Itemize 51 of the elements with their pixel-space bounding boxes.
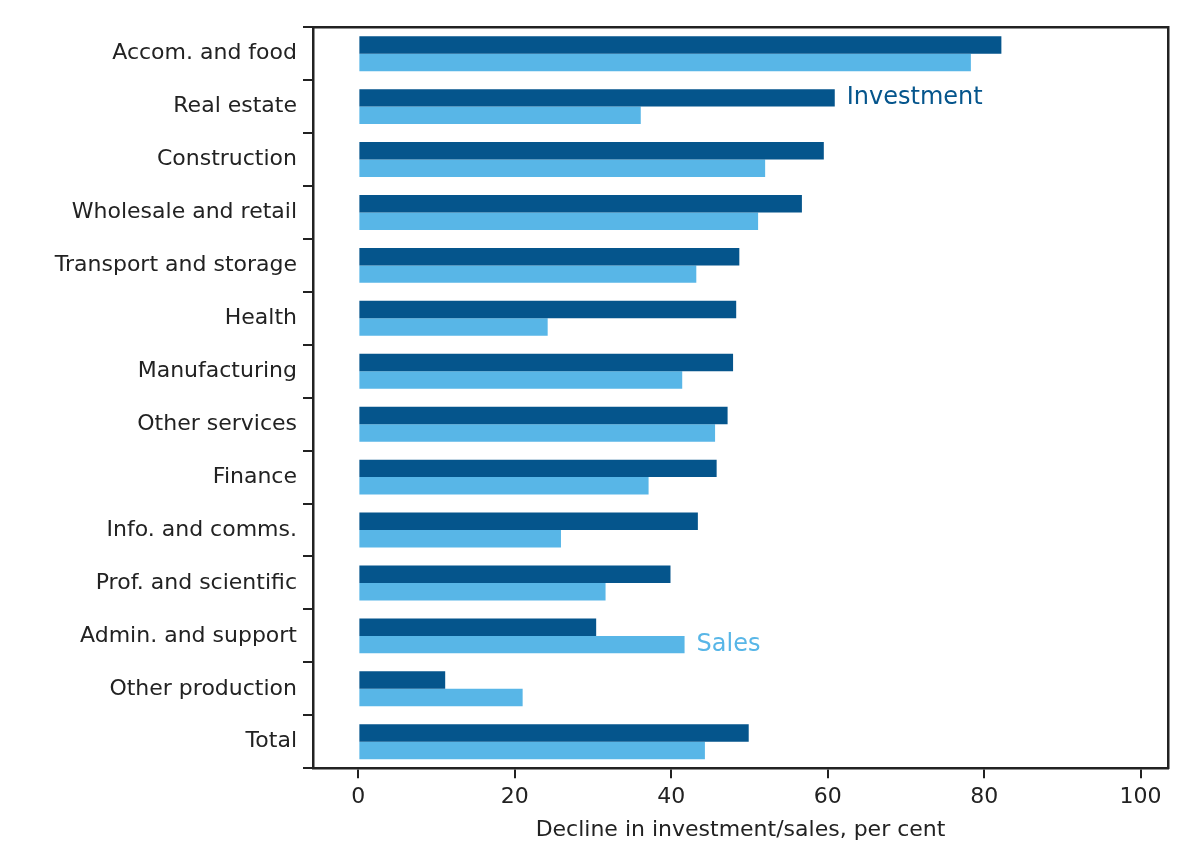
bar: [359, 530, 561, 548]
x-tick-label: 0: [351, 783, 366, 809]
bar: [359, 371, 683, 389]
x-tick-label: 60: [813, 783, 842, 809]
bar: [359, 671, 446, 689]
bar: [359, 212, 759, 230]
bar: [359, 265, 697, 283]
bar: [359, 159, 766, 177]
y-tick-label: Prof. and scientific: [95, 568, 297, 594]
bar: [359, 565, 671, 583]
x-tick-label: 40: [657, 783, 686, 809]
bar: [359, 406, 728, 425]
y-tick-label: Other production: [109, 674, 297, 700]
y-tick-label: Wholesale and retail: [71, 198, 297, 224]
bar: [359, 247, 740, 266]
bar: [359, 142, 824, 160]
x-axis-title: Decline in investment/sales, per cent: [535, 815, 946, 841]
bar: [359, 89, 835, 107]
y-tick-label: Health: [224, 304, 297, 330]
x-tick-label: 100: [1119, 783, 1162, 809]
bar: [359, 424, 716, 442]
y-tick-label: Construction: [156, 145, 297, 171]
y-tick-label: Finance: [212, 462, 297, 488]
bar: [359, 36, 1002, 54]
x-tick-label: 80: [970, 783, 999, 809]
bar: [359, 300, 737, 319]
y-tick-label: Manufacturing: [137, 356, 297, 382]
bar: [359, 353, 734, 372]
bar: [359, 724, 749, 742]
series-label: Investment: [846, 82, 983, 111]
bar: [359, 106, 641, 125]
bar: [359, 635, 685, 654]
bar: [359, 688, 523, 707]
bar: [359, 194, 802, 213]
bar: [359, 477, 649, 495]
y-tick-label: Total: [244, 727, 297, 753]
x-tick-label: 20: [500, 783, 529, 809]
bar: [359, 618, 597, 636]
y-tick-label: Transport and storage: [53, 251, 297, 277]
bar: [359, 741, 705, 760]
y-tick-label: Other services: [137, 409, 297, 435]
y-tick-label: Admin. and support: [80, 621, 298, 647]
y-tick-label: Real estate: [173, 92, 297, 118]
series-label: Sales: [696, 628, 761, 657]
y-tick-label: Info. and comms.: [106, 515, 297, 541]
bar: [359, 459, 717, 478]
y-tick-label: Accom. and food: [112, 39, 297, 65]
bar: [359, 512, 698, 531]
bar: [359, 582, 606, 601]
bar: [359, 318, 548, 336]
bar: [359, 53, 971, 72]
